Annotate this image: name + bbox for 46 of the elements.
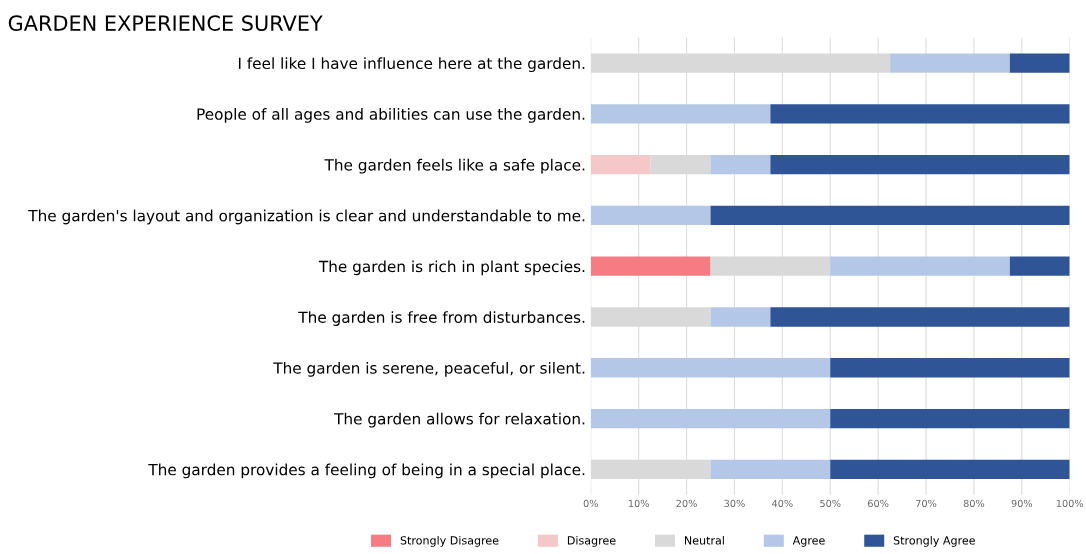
bar (830, 459, 1070, 479)
bar (830, 256, 1010, 276)
bar (710, 307, 771, 327)
x-tick-label: 60% (868, 499, 889, 508)
y-tick-label: People of all ages and abilities can use the garden. (197, 108, 585, 123)
y-tick-label: The garden feels like a safe place. (324, 158, 585, 174)
y-tick-label: The garden is free from disturbances. (298, 311, 585, 326)
x-tick-label: 30% (724, 499, 745, 508)
bar (590, 205, 711, 226)
bar (710, 205, 1070, 226)
bar (770, 307, 1070, 327)
legend-label: Agree (792, 536, 825, 547)
bar (1009, 256, 1070, 276)
y-tick-label: The garden is serene, peaceful, or silent. (273, 361, 585, 377)
bar (770, 154, 1070, 175)
x-tick-label: 0% (583, 499, 598, 508)
legend-label: Neutral (684, 535, 724, 545)
x-tick-label: 50% (820, 499, 841, 508)
bar (590, 154, 651, 175)
bar (590, 256, 711, 276)
bar (770, 104, 1070, 124)
x-tick-label: 10% (628, 499, 649, 508)
legend-label: Strongly Disagree (400, 535, 499, 547)
x-tick-label: 70% (916, 499, 937, 508)
x-tick-label: 80% (963, 499, 985, 508)
y-tick-label: I feel like I have influence here at the garden. (238, 57, 585, 73)
bar (890, 53, 1010, 73)
text: GARDEN EXPERIENCE SURVEY (8, 15, 323, 31)
legend-label: Disagree (567, 535, 616, 547)
y-tick-label: The garden is rich in plant species. (318, 260, 585, 276)
x-tick-label: 90% (1011, 499, 1033, 508)
bar (590, 358, 831, 378)
bar (710, 459, 831, 479)
x-tick-label: 20% (676, 499, 697, 508)
y-tick-label: The garden provides a feeling of being in a special place. (148, 463, 585, 479)
bar (1009, 53, 1070, 73)
x-tick-label: 40% (772, 499, 793, 508)
y-tick-label: The garden allows for relaxation. (334, 412, 585, 428)
bar (830, 408, 1070, 429)
bar (710, 154, 771, 175)
bar (830, 358, 1070, 378)
x-tick-label: 100% (1056, 499, 1084, 508)
y-tick-label: The garden's layout and organization is clear and understandable to me. (28, 209, 585, 225)
legend-label: Strongly Agree (893, 535, 975, 547)
bar (590, 104, 771, 124)
bar (590, 408, 831, 429)
